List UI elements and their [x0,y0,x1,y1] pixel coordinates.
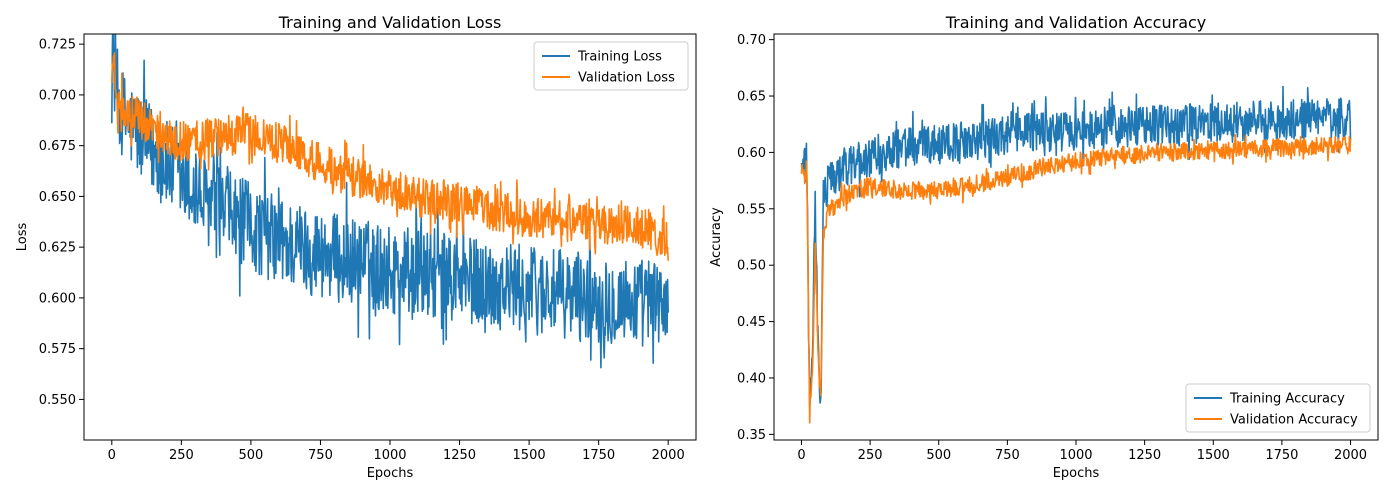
x-tick-label: 1500 [513,448,546,463]
series-line-validation-loss [111,51,669,261]
x-axis-label: Epochs [367,466,414,481]
y-tick-label: 0.600 [39,291,76,306]
y-tick-label: 0.725 [39,38,76,53]
y-axis-label: Accuracy [709,207,724,267]
y-tick-label: 0.50 [737,259,766,274]
y-tick-label: 0.35 [737,428,766,443]
x-tick-label: 750 [308,448,333,463]
x-tick-label: 1750 [1265,448,1298,463]
x-tick-label: 500 [926,448,951,463]
series-group [111,34,669,369]
x-axis-label: Epochs [1053,466,1100,481]
y-tick-label: 0.575 [39,342,76,357]
series-line-validation-accuracy [800,134,1352,424]
series-line-training-loss [111,34,669,369]
y-tick-label: 0.625 [39,241,76,256]
y-tick-label: 0.45 [737,315,766,330]
x-tick-label: 750 [995,448,1020,463]
legend-label: Validation Loss [578,71,675,86]
x-tick-label: 500 [238,448,263,463]
y-tick-label: 0.70 [737,33,766,48]
legend-label: Validation Accuracy [1230,413,1358,428]
x-tick-label: 250 [858,448,883,463]
x-tick-label: 1000 [373,448,406,463]
y-axis-label: Loss [15,223,30,252]
legend: Training Loss Validation Loss [533,41,689,91]
chart-title: Training and Validation Accuracy [945,13,1207,32]
x-tick-label: 2000 [1334,448,1367,463]
x-tick-label: 1250 [1128,448,1161,463]
legend: Training Accuracy Validation Accuracy [1185,383,1371,433]
series-line-training-accuracy [800,85,1352,408]
legend-box [1185,383,1371,433]
x-tick-label: 2000 [652,448,685,463]
x-tick-label: 0 [108,448,116,463]
x-tick-label: 1250 [443,448,476,463]
y-tick-label: 0.550 [39,393,76,408]
y-tick-label: 0.60 [737,146,766,161]
y-tick-label: 0.675 [39,139,76,154]
x-tick-label: 250 [169,448,194,463]
legend-label: Training Accuracy [1229,392,1345,407]
series-group [800,85,1352,424]
y-tick-label: 0.55 [737,202,766,217]
x-tick-label: 1750 [582,448,615,463]
chart-title: Training and Validation Loss [278,13,502,32]
loss-chart: 0 250 500 750 1000 1250 1500 1750 2000 0.550 0.575… [15,13,697,481]
y-tick-label: 0.65 [737,90,766,105]
plot-frame [773,33,1379,441]
y-tick-label: 0.700 [39,88,76,103]
x-tick-label: 1000 [1059,448,1092,463]
legend-label: Training Loss [577,50,662,65]
x-tick-label: 0 [797,448,805,463]
y-tick-label: 0.40 [737,371,766,386]
accuracy-chart: 0 250 500 750 1000 1250 1500 1750 2000 0.35 0.40 0.… [709,13,1379,481]
legend-box [533,41,689,91]
y-tick-label: 0.650 [39,190,76,205]
x-tick-label: 1500 [1197,448,1230,463]
